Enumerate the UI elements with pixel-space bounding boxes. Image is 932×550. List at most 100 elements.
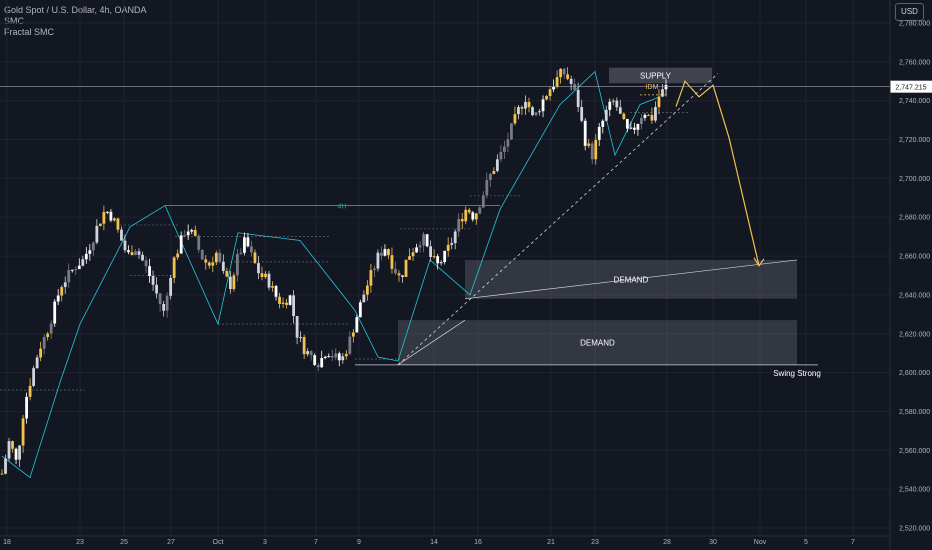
candle-body: [46, 333, 50, 338]
candle-body: [478, 207, 482, 214]
candle-body: [499, 151, 503, 160]
candle-body: [485, 179, 489, 196]
candle-body: [218, 252, 222, 262]
candle-body: [611, 100, 615, 102]
candle-body: [91, 242, 95, 251]
time-tick-label: 7: [851, 539, 855, 546]
indicator-smc-label[interactable]: SMC: [4, 16, 24, 26]
candle-body: [60, 287, 64, 296]
candle-body: [39, 348, 43, 358]
candle-body: [165, 295, 169, 311]
candle-body: [323, 356, 327, 359]
candle-body: [316, 364, 320, 368]
candle-body: [654, 107, 657, 121]
symbol-title[interactable]: Gold Spot / U.S. Dollar, 4h, OANDA: [4, 5, 147, 15]
candle-body: [365, 285, 369, 295]
price-tick-label: 2,740.000: [899, 98, 930, 105]
candle-body: [253, 252, 257, 264]
candle-body: [657, 96, 661, 108]
candle-body: [520, 107, 524, 109]
candle-body: [380, 252, 383, 256]
candle-body: [0, 473, 4, 475]
candle-body: [471, 212, 475, 220]
candle-body: [495, 159, 499, 171]
price-tick-label: 2,680.000: [899, 215, 930, 222]
candle-body: [116, 218, 120, 230]
candle-body: [583, 120, 587, 146]
candle-body: [221, 261, 225, 271]
trendline-dashed: [397, 73, 719, 366]
candle-body: [474, 213, 478, 220]
time-tick-label: 5: [804, 539, 808, 546]
candle-body: [264, 273, 267, 278]
candle-body: [601, 120, 605, 127]
time-tick-label: 27: [167, 539, 175, 546]
candle-body: [190, 230, 194, 232]
candle-body: [650, 115, 654, 121]
candle-body: [569, 78, 573, 84]
candle-body: [527, 101, 531, 108]
candle-body: [130, 252, 134, 255]
candle-body: [169, 277, 173, 296]
demand-zone-label: DEMAND: [580, 339, 615, 348]
candle-body: [341, 356, 345, 361]
price-tick-label: 2,660.000: [899, 254, 930, 261]
candle-body: [200, 249, 204, 260]
candle-body: [615, 100, 619, 108]
candle-body: [436, 256, 440, 264]
time-tick-label: 3: [263, 539, 267, 546]
candle-body: [18, 445, 21, 460]
candle-body: [183, 235, 187, 237]
demand-zone: [398, 320, 797, 365]
candle-body: [344, 353, 348, 357]
candle-body: [640, 117, 643, 124]
candle-body: [228, 276, 232, 290]
candle-body: [625, 119, 629, 129]
candle-body: [102, 211, 106, 224]
candle-body: [351, 332, 355, 337]
time-tick-label: 30: [709, 539, 717, 546]
candle-body: [517, 107, 520, 115]
candle-body: [376, 252, 380, 269]
candle-body: [513, 114, 517, 124]
candle-body: [84, 253, 88, 260]
zigzag-structure: [1, 70, 661, 479]
projected-arrow-icon: [753, 257, 765, 267]
overlay: 2,747.215: [0, 80, 932, 267]
candle-body: [618, 107, 622, 114]
candle-body: [239, 252, 243, 254]
candle-body: [70, 269, 74, 271]
candle-body: [397, 273, 401, 276]
candle-body: [383, 249, 387, 256]
4h-label: 4H: [338, 204, 347, 211]
candle-body: [506, 139, 510, 147]
candle-body: [11, 441, 14, 449]
candle-body: [453, 231, 457, 244]
currency-button[interactable]: USD: [895, 3, 924, 21]
candle-body: [285, 302, 288, 305]
candle-body: [460, 219, 464, 222]
candle-body: [594, 139, 598, 160]
candle-body: [21, 418, 25, 446]
chart-legend: Gold Spot / U.S. Dollar, 4h, OANDA SMC F…: [4, 5, 147, 38]
candle-body: [622, 113, 626, 120]
candle-body: [158, 293, 162, 304]
candle-body: [281, 302, 285, 304]
candle-body: [141, 254, 144, 261]
candle-body: [309, 351, 313, 356]
candle-body: [604, 109, 608, 121]
candle-body: [299, 337, 303, 339]
candle-body: [271, 286, 274, 288]
candle-body: [246, 237, 250, 247]
candle-body: [95, 225, 99, 243]
indicator-fractal-smc-label[interactable]: Fractal SMC: [4, 27, 55, 37]
candle-body: [35, 357, 39, 369]
candle-body: [109, 211, 113, 221]
candle-body: [636, 123, 640, 130]
grid: [0, 0, 890, 536]
candle-body: [172, 257, 176, 278]
candle-body: [186, 231, 190, 236]
candle-body: [137, 251, 141, 255]
